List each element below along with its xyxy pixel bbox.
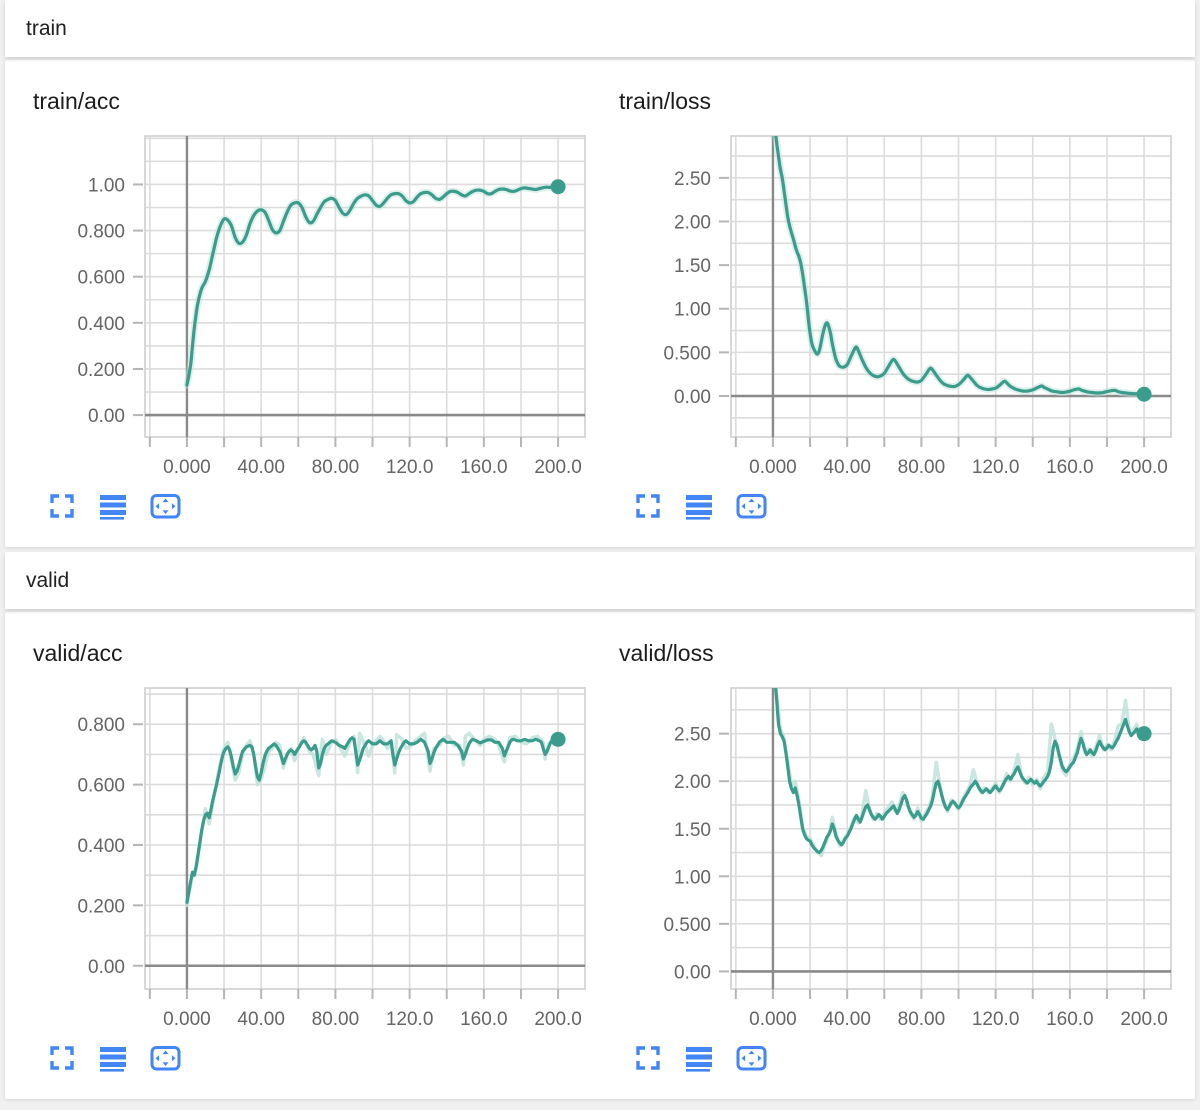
chart-block-train-acc: train/acc 0.000 40.00 80.00 120.0 160.0 200.0… bbox=[28, 88, 588, 521]
svg-text:40.00: 40.00 bbox=[823, 457, 871, 478]
svg-text:1.00: 1.00 bbox=[88, 175, 125, 196]
svg-text:40.00: 40.00 bbox=[237, 1009, 285, 1030]
svg-text:0.000: 0.000 bbox=[163, 457, 211, 478]
svg-text:40.00: 40.00 bbox=[823, 1009, 871, 1030]
svg-text:2.50: 2.50 bbox=[674, 725, 711, 746]
svg-text:160.0: 160.0 bbox=[1046, 1009, 1094, 1030]
svg-text:160.0: 160.0 bbox=[460, 1009, 508, 1030]
svg-text:120.0: 120.0 bbox=[386, 1009, 434, 1030]
fit-domain-icon bbox=[736, 494, 767, 519]
svg-text:0.800: 0.800 bbox=[77, 715, 125, 736]
svg-text:1.50: 1.50 bbox=[674, 820, 711, 841]
chart-canvas-train-acc[interactable]: 0.000 40.00 80.00 120.0 160.0 200.0 0.00 0.200 0… bbox=[28, 126, 586, 478]
svg-text:0.400: 0.400 bbox=[77, 314, 125, 335]
svg-text:160.0: 160.0 bbox=[1046, 457, 1094, 478]
svg-text:0.400: 0.400 bbox=[77, 836, 125, 857]
section-valid-card: valid/acc 0.000 40.00 80.00 120.0 160.0 200.0… bbox=[5, 612, 1195, 1099]
chart-title: train/loss bbox=[619, 88, 712, 114]
svg-text:1.50: 1.50 bbox=[674, 256, 711, 277]
runs-list-icon-button[interactable] bbox=[99, 491, 127, 521]
svg-text:0.500: 0.500 bbox=[663, 343, 711, 364]
svg-text:0.000: 0.000 bbox=[163, 1009, 211, 1030]
section-title: train bbox=[26, 16, 67, 40]
svg-text:0.800: 0.800 bbox=[77, 222, 125, 243]
svg-text:200.0: 200.0 bbox=[534, 457, 582, 478]
svg-text:0.600: 0.600 bbox=[77, 268, 125, 289]
fit-domain-icon-button[interactable] bbox=[736, 491, 767, 521]
section-valid: valid valid/acc 0.000 40.00 80.00 120.0 160.… bbox=[5, 552, 1195, 1099]
svg-text:2.50: 2.50 bbox=[674, 169, 711, 190]
chart-block-train-loss: train/loss 0.000 40.00 80.00 120.0 160.0 200.… bbox=[614, 88, 1174, 521]
chart-canvas-valid-loss[interactable]: 0.000 40.00 80.00 120.0 160.0 200.0 0.00 0.500 1… bbox=[614, 678, 1172, 1030]
fit-domain-icon-button[interactable] bbox=[736, 1043, 767, 1073]
fit-domain-icon bbox=[736, 1046, 767, 1071]
runs-list-icon bbox=[686, 1047, 712, 1072]
svg-text:0.200: 0.200 bbox=[77, 360, 125, 381]
section-train: train train/acc 0.000 40.00 80.00 120.0 160.… bbox=[5, 0, 1195, 547]
fullscreen-icon-button[interactable] bbox=[634, 491, 662, 521]
fullscreen-icon-button[interactable] bbox=[48, 491, 76, 521]
fullscreen-icon bbox=[50, 1046, 74, 1070]
chart-toolbar bbox=[28, 491, 588, 521]
svg-text:0.000: 0.000 bbox=[749, 1009, 797, 1030]
svg-text:1.00: 1.00 bbox=[674, 300, 711, 321]
svg-text:200.0: 200.0 bbox=[534, 1009, 582, 1030]
chart-title: valid/loss bbox=[619, 640, 714, 666]
svg-text:0.00: 0.00 bbox=[88, 406, 125, 427]
runs-list-icon bbox=[100, 1047, 126, 1072]
svg-text:160.0: 160.0 bbox=[460, 457, 508, 478]
section-train-card: train/acc 0.000 40.00 80.00 120.0 160.0 200.0… bbox=[5, 60, 1195, 547]
chart-title: train/acc bbox=[33, 88, 120, 114]
chart-toolbar bbox=[28, 1043, 588, 1073]
chart-title: valid/acc bbox=[33, 640, 123, 666]
fullscreen-icon-button[interactable] bbox=[48, 1043, 76, 1073]
fit-domain-icon bbox=[150, 1046, 181, 1071]
svg-text:1.00: 1.00 bbox=[674, 867, 711, 888]
svg-text:40.00: 40.00 bbox=[237, 457, 285, 478]
runs-list-icon bbox=[686, 495, 712, 520]
svg-text:0.00: 0.00 bbox=[674, 962, 711, 983]
chart-canvas-valid-acc[interactable]: 0.000 40.00 80.00 120.0 160.0 200.0 0.00 0.200 0… bbox=[28, 678, 586, 1030]
runs-list-icon-button[interactable] bbox=[685, 491, 713, 521]
svg-text:2.00: 2.00 bbox=[674, 772, 711, 793]
fullscreen-icon bbox=[636, 1046, 660, 1070]
runs-list-icon-button[interactable] bbox=[685, 1043, 713, 1073]
fullscreen-icon bbox=[50, 494, 74, 518]
svg-text:2.00: 2.00 bbox=[674, 213, 711, 234]
runs-list-icon-button[interactable] bbox=[99, 1043, 127, 1073]
svg-text:0.00: 0.00 bbox=[88, 957, 125, 978]
runs-list-icon bbox=[100, 495, 126, 520]
chart-block-valid-acc: valid/acc 0.000 40.00 80.00 120.0 160.0 200.0… bbox=[28, 640, 588, 1073]
svg-text:80.00: 80.00 bbox=[312, 457, 360, 478]
section-header-valid[interactable]: valid bbox=[5, 552, 1195, 609]
svg-text:120.0: 120.0 bbox=[386, 457, 434, 478]
fit-domain-icon bbox=[150, 494, 181, 519]
svg-text:0.500: 0.500 bbox=[663, 915, 711, 936]
chart-toolbar bbox=[614, 491, 1174, 521]
svg-text:80.00: 80.00 bbox=[898, 1009, 946, 1030]
fit-domain-icon-button[interactable] bbox=[150, 1043, 181, 1073]
fullscreen-icon bbox=[636, 494, 660, 518]
fit-domain-icon-button[interactable] bbox=[150, 491, 181, 521]
svg-text:0.600: 0.600 bbox=[77, 776, 125, 797]
svg-text:0.200: 0.200 bbox=[77, 896, 125, 917]
chart-canvas-train-loss[interactable]: 0.000 40.00 80.00 120.0 160.0 200.0 0.00 0.500 1… bbox=[614, 126, 1172, 478]
section-header-train[interactable]: train bbox=[5, 0, 1195, 57]
chart-block-valid-loss: valid/loss 0.000 40.00 80.00 120.0 160.0 200.… bbox=[614, 640, 1174, 1073]
svg-text:120.0: 120.0 bbox=[972, 457, 1020, 478]
svg-text:0.00: 0.00 bbox=[674, 387, 711, 408]
chart-toolbar bbox=[614, 1043, 1174, 1073]
svg-text:0.000: 0.000 bbox=[749, 457, 797, 478]
fullscreen-icon-button[interactable] bbox=[634, 1043, 662, 1073]
svg-text:120.0: 120.0 bbox=[972, 1009, 1020, 1030]
svg-text:80.00: 80.00 bbox=[312, 1009, 360, 1030]
svg-text:200.0: 200.0 bbox=[1120, 1009, 1168, 1030]
svg-text:200.0: 200.0 bbox=[1120, 457, 1168, 478]
svg-text:80.00: 80.00 bbox=[898, 457, 946, 478]
section-title: valid bbox=[26, 568, 70, 592]
